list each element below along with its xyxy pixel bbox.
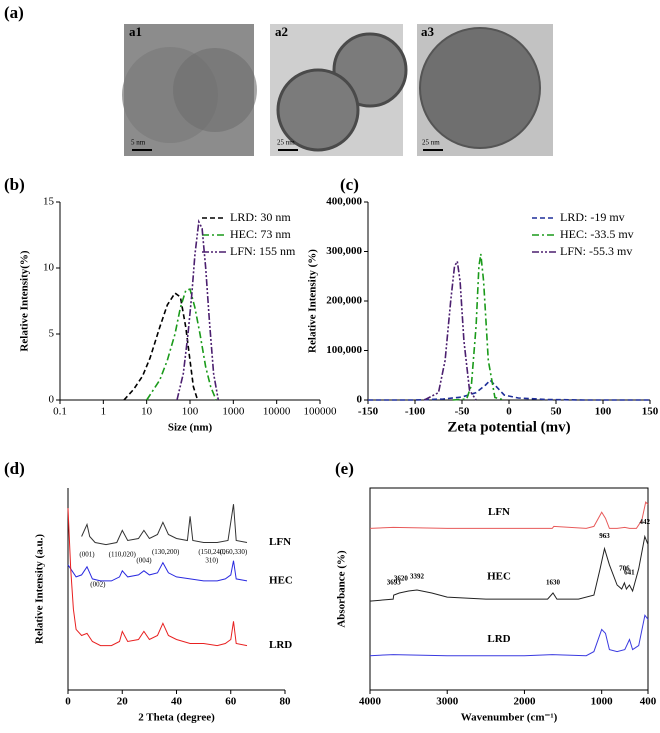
- annotation: (002): [90, 581, 106, 589]
- x-tick-label: 150: [642, 406, 659, 418]
- annotation: 442: [640, 518, 651, 526]
- x-tick-label: -100: [405, 406, 426, 418]
- annotation: 3693: [387, 579, 402, 587]
- x-tick-label: -150: [358, 406, 379, 418]
- legend-label: LRD: 30 nm: [230, 210, 291, 224]
- x-tick-label: 0: [506, 406, 512, 418]
- x-tick-label: 1000: [591, 696, 614, 708]
- legend-label: LRD: -19 mv: [560, 210, 625, 224]
- x-tick-label: 60: [225, 696, 237, 708]
- annotation: 1630: [546, 579, 561, 587]
- x-axis-label: Wavenumber (cm⁻¹): [461, 712, 558, 724]
- plot-frame: [369, 487, 649, 691]
- annotation: 3392: [410, 572, 425, 580]
- image-label: a1: [129, 24, 142, 39]
- series-line: [368, 379, 650, 401]
- scale-bar-label: 25 nm: [422, 139, 440, 147]
- x-tick-label: -50: [455, 406, 470, 418]
- series-line: [146, 288, 217, 401]
- annotation: (060,330): [220, 548, 248, 556]
- x-tick-label: 10: [141, 406, 153, 418]
- tem-image: a1 5 nm: [122, 24, 257, 156]
- annotation: 963: [599, 532, 610, 540]
- y-axis-label: Relative Intensity (a.u.): [34, 534, 46, 644]
- annotation: (004): [136, 556, 152, 564]
- y-axis-label: Relative Intensity (%): [307, 249, 319, 353]
- panel-label: (c): [340, 175, 359, 194]
- panel-label: (b): [4, 175, 25, 194]
- series-line: [123, 291, 199, 401]
- legend-label: LFN: -55.3 mv: [560, 244, 632, 258]
- x-axis-label: Size (nm): [168, 422, 213, 434]
- y-axis-label: Absorbance (%): [336, 550, 348, 628]
- series-line: [369, 614, 649, 657]
- y-tick-label: 200,000: [326, 295, 362, 307]
- legend-label: LFN: 155 nm: [230, 244, 296, 258]
- x-tick-label: 0.1: [53, 406, 67, 418]
- series-line: [452, 253, 505, 401]
- y-tick-label: 0: [49, 394, 55, 406]
- panel-label: (d): [4, 459, 25, 478]
- y-axis-label: Relative Intensity(%): [19, 250, 31, 351]
- y-tick-label: 100,000: [326, 344, 362, 356]
- y-tick-label: 300,000: [326, 245, 362, 257]
- scale-bar-label: 25 nm: [277, 139, 295, 147]
- annotation: (001): [79, 550, 95, 558]
- series-label: LRD: [487, 633, 510, 645]
- panel-label: (a): [4, 3, 24, 22]
- legend-label: HEC: 73 nm: [230, 227, 291, 241]
- image-label: a2: [275, 24, 288, 39]
- annotation: 706: [619, 564, 630, 572]
- legend-label: HEC: -33.5 mv: [560, 227, 634, 241]
- y-tick-label: 5: [49, 328, 55, 340]
- series-line: [176, 219, 220, 401]
- annotation: (110,020): [109, 550, 137, 558]
- scale-bar-label: 5 nm: [131, 139, 146, 147]
- annotation: 310): [205, 556, 219, 564]
- y-tick-label: 15: [43, 196, 55, 208]
- tem-image: a2 25 nm: [270, 24, 408, 156]
- x-tick-label: 4000: [359, 696, 382, 708]
- x-tick-label: 10000: [263, 406, 291, 418]
- series-label: LFN: [269, 536, 291, 548]
- y-tick-label: 10: [43, 262, 55, 274]
- y-tick-label: 400,000: [326, 196, 362, 208]
- x-tick-label: 2000: [513, 696, 536, 708]
- series-line: [369, 534, 649, 602]
- series-line: [67, 508, 248, 647]
- x-tick-label: 50: [551, 406, 563, 418]
- annotation: 641: [624, 568, 635, 576]
- series-label: HEC: [269, 574, 293, 586]
- x-tick-label: 40: [171, 696, 183, 708]
- x-tick-label: 80: [280, 696, 292, 708]
- annotation: (150,240,: [198, 548, 225, 556]
- x-tick-label: 100: [182, 406, 199, 418]
- annotation: 3620: [394, 575, 409, 583]
- image-label: a3: [421, 24, 435, 39]
- tem-image: a3 25 nm: [417, 24, 553, 156]
- series-label: LFN: [488, 506, 510, 518]
- series-line: [81, 504, 248, 546]
- series-label: HEC: [487, 571, 511, 583]
- panel-label: (e): [335, 459, 354, 478]
- series-line: [369, 501, 649, 529]
- x-tick-label: 0: [65, 696, 71, 708]
- x-tick-label: 3000: [436, 696, 459, 708]
- x-tick-label: 1: [101, 406, 107, 418]
- series-label: LRD: [269, 639, 292, 651]
- series-line: [424, 258, 477, 401]
- x-tick-label: 100000: [304, 406, 338, 418]
- series-line: [67, 560, 248, 582]
- x-axis-label: Zeta potential (mv): [447, 419, 570, 435]
- x-tick-label: 20: [117, 696, 129, 708]
- x-axis-label: 2 Theta (degree): [138, 712, 215, 724]
- y-tick-label: 0: [357, 394, 363, 406]
- x-tick-label: 100: [595, 406, 612, 418]
- x-tick-label: 1000: [222, 406, 245, 418]
- annotation: (130,200): [152, 548, 180, 556]
- x-tick-label: 400: [640, 696, 657, 708]
